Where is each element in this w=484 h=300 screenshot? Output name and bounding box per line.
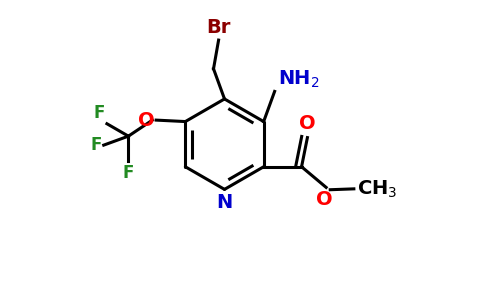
Text: F: F (123, 164, 134, 182)
Text: CH$_3$: CH$_3$ (357, 178, 397, 200)
Text: O: O (138, 111, 155, 130)
Text: NH$_2$: NH$_2$ (277, 69, 319, 90)
Text: F: F (90, 136, 101, 154)
Text: F: F (93, 104, 105, 122)
Text: N: N (216, 193, 233, 212)
Text: Br: Br (206, 18, 231, 37)
Text: O: O (299, 114, 316, 133)
Text: O: O (317, 190, 333, 209)
